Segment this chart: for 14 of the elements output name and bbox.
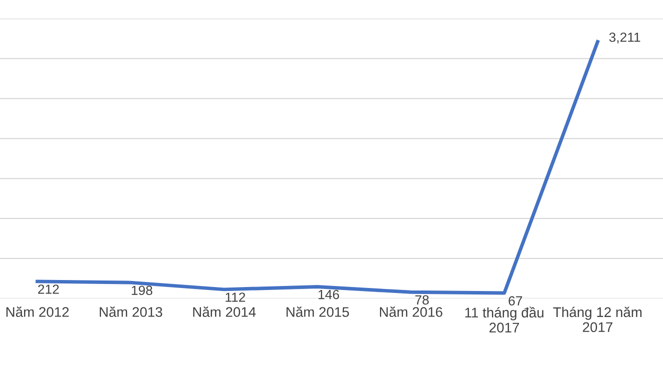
- data-label: 67: [508, 296, 522, 306]
- x-tick-label: Tháng 12 năm 2017: [553, 306, 642, 332]
- data-label: 212: [38, 284, 59, 294]
- x-tick-label: 11 tháng đầu 2017: [465, 306, 544, 333]
- data-label: 78: [415, 295, 429, 305]
- x-tick-label: Năm 2012: [6, 306, 69, 317]
- data-label: 146: [318, 290, 340, 300]
- x-tick-label: Năm 2013: [100, 306, 162, 317]
- x-tick-label: Năm 2014: [193, 306, 256, 317]
- data-label: 198: [132, 286, 152, 296]
- x-tick-label: Năm 2016: [380, 306, 442, 317]
- data-label: 112: [226, 292, 246, 302]
- data-label: 3,211: [609, 32, 640, 44]
- x-tick-label: Năm 2015: [286, 306, 349, 317]
